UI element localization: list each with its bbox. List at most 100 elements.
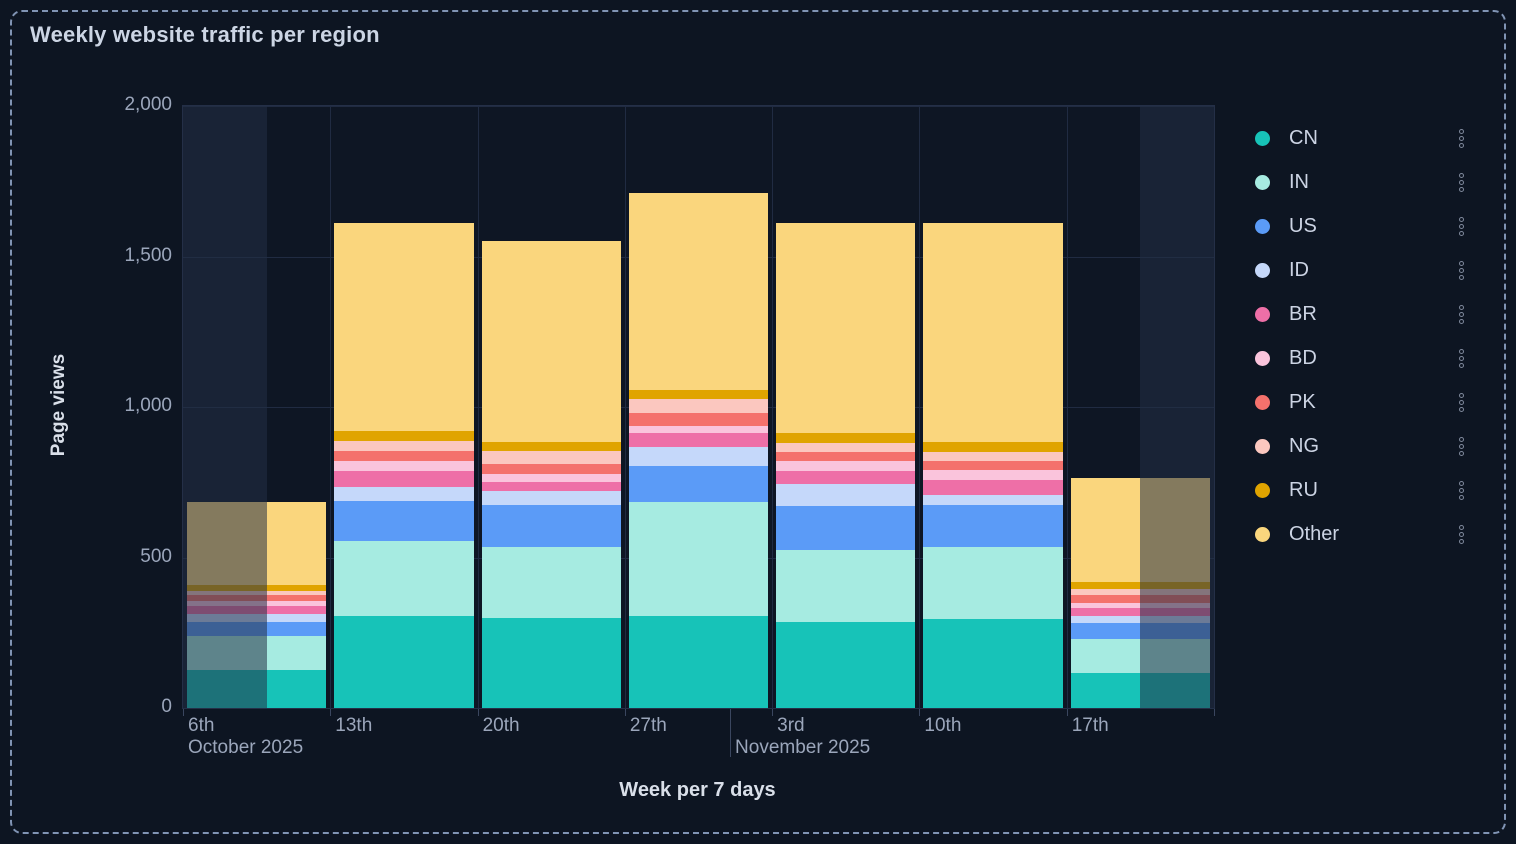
bar-segment-other-3rd[interactable] xyxy=(776,223,916,433)
bar-segment-ru-10th[interactable] xyxy=(923,441,1063,452)
legend-label-bd[interactable]: BD xyxy=(1289,346,1317,369)
bar-segment-ru-17th[interactable] xyxy=(1070,581,1210,590)
kebab-menu-icon[interactable] xyxy=(1456,346,1467,371)
bar-segment-other-6th[interactable] xyxy=(187,501,327,586)
legend-label-other[interactable]: Other xyxy=(1289,522,1340,545)
bar-segment-cn-13th[interactable] xyxy=(334,615,474,708)
bar-segment-other-17th[interactable] xyxy=(1070,477,1210,582)
bar-segment-pk-20th[interactable] xyxy=(481,463,621,474)
bar-segment-id-10th[interactable] xyxy=(923,494,1063,506)
legend-item-ng[interactable]: NG xyxy=(1245,424,1495,468)
kebab-menu-icon[interactable] xyxy=(1456,522,1467,547)
bar-segment-us-3rd[interactable] xyxy=(776,506,916,550)
bar-segment-ru-27th[interactable] xyxy=(628,390,769,399)
bar-segment-br-10th[interactable] xyxy=(923,480,1063,495)
bar-segment-bd-3rd[interactable] xyxy=(776,461,916,472)
bar-segment-id-6th[interactable] xyxy=(187,613,327,623)
bar-segment-ru-13th[interactable] xyxy=(334,431,474,441)
bar-segment-us-13th[interactable] xyxy=(334,501,474,542)
kebab-menu-icon[interactable] xyxy=(1456,126,1467,151)
bar-segment-ng-13th[interactable] xyxy=(334,441,474,452)
kebab-menu-icon[interactable] xyxy=(1456,214,1467,239)
bar-segment-id-13th[interactable] xyxy=(334,487,474,502)
bar-segment-ng-17th[interactable] xyxy=(1070,589,1210,596)
bar-segment-br-27th[interactable] xyxy=(628,432,769,447)
bar-segment-br-20th[interactable] xyxy=(481,482,621,492)
legend-item-br[interactable]: BR xyxy=(1245,292,1495,336)
bar-segment-bd-10th[interactable] xyxy=(923,469,1063,481)
kebab-menu-icon[interactable] xyxy=(1456,390,1467,415)
bar-segment-bd-13th[interactable] xyxy=(334,461,474,472)
bar-segment-us-6th[interactable] xyxy=(187,622,327,636)
kebab-menu-icon[interactable] xyxy=(1456,434,1467,459)
bar-segment-ru-6th[interactable] xyxy=(187,585,327,591)
legend-label-ru[interactable]: RU xyxy=(1289,478,1318,501)
bar-segment-other-27th[interactable] xyxy=(628,193,769,391)
bar-segment-pk-10th[interactable] xyxy=(923,461,1063,470)
bar-segment-id-3rd[interactable] xyxy=(776,483,916,507)
legend-label-id[interactable]: ID xyxy=(1289,258,1309,281)
legend-label-cn[interactable]: CN xyxy=(1289,126,1318,149)
bar-segment-us-20th[interactable] xyxy=(481,504,621,548)
bar-segment-bd-27th[interactable] xyxy=(628,425,769,433)
bar-segment-us-17th[interactable] xyxy=(1070,623,1210,639)
bar-segment-ru-3rd[interactable] xyxy=(776,432,916,443)
bar-segment-cn-3rd[interactable] xyxy=(776,622,916,708)
bar-segment-ng-3rd[interactable] xyxy=(776,442,916,452)
bar-segment-id-17th[interactable] xyxy=(1070,615,1210,624)
legend-label-in[interactable]: IN xyxy=(1289,170,1309,193)
bar-segment-us-27th[interactable] xyxy=(628,465,769,502)
kebab-menu-icon[interactable] xyxy=(1456,258,1467,283)
bar-segment-cn-6th[interactable] xyxy=(187,670,327,708)
bar-segment-cn-17th[interactable] xyxy=(1070,673,1210,708)
kebab-menu-icon[interactable] xyxy=(1456,170,1467,195)
bar-segment-in-20th[interactable] xyxy=(481,547,621,618)
bar-segment-in-3rd[interactable] xyxy=(776,549,916,623)
legend-item-id[interactable]: ID xyxy=(1245,248,1495,292)
bar-segment-in-17th[interactable] xyxy=(1070,638,1210,674)
bar-segment-in-27th[interactable] xyxy=(628,501,769,616)
legend-item-bd[interactable]: BD xyxy=(1245,336,1495,380)
bar-segment-in-10th[interactable] xyxy=(923,546,1063,620)
bar-segment-br-13th[interactable] xyxy=(334,471,474,488)
bar-segment-ng-27th[interactable] xyxy=(628,398,769,413)
legend-label-br[interactable]: BR xyxy=(1289,302,1317,325)
bar-segment-us-10th[interactable] xyxy=(923,505,1063,547)
bar-segment-bd-6th[interactable] xyxy=(187,601,327,606)
bar-segment-id-20th[interactable] xyxy=(481,491,621,505)
bar-segment-br-17th[interactable] xyxy=(1070,607,1210,616)
bar-segment-ru-20th[interactable] xyxy=(481,442,621,452)
bar-segment-pk-3rd[interactable] xyxy=(776,451,916,462)
bar-segment-cn-27th[interactable] xyxy=(628,615,769,708)
legend-item-in[interactable]: IN xyxy=(1245,160,1495,204)
bar-segment-ng-10th[interactable] xyxy=(923,451,1063,462)
legend-item-us[interactable]: US xyxy=(1245,204,1495,248)
legend-label-pk[interactable]: PK xyxy=(1289,390,1316,413)
kebab-menu-icon[interactable] xyxy=(1456,302,1467,327)
legend-item-ru[interactable]: RU xyxy=(1245,468,1495,512)
bar-segment-pk-17th[interactable] xyxy=(1070,595,1210,603)
legend-item-other[interactable]: Other xyxy=(1245,512,1495,556)
bar-segment-bd-20th[interactable] xyxy=(481,473,621,483)
bar-segment-ng-6th[interactable] xyxy=(187,590,327,596)
bar-segment-cn-20th[interactable] xyxy=(481,617,621,708)
legend-item-pk[interactable]: PK xyxy=(1245,380,1495,424)
bar-segment-in-13th[interactable] xyxy=(334,541,474,616)
bar-segment-id-27th[interactable] xyxy=(628,446,769,466)
legend-item-cn[interactable]: CN xyxy=(1245,116,1495,160)
legend-label-us[interactable]: US xyxy=(1289,214,1317,237)
bar-segment-other-13th[interactable] xyxy=(334,223,474,432)
legend-label-ng[interactable]: NG xyxy=(1289,434,1319,457)
bar-segment-in-6th[interactable] xyxy=(187,635,327,671)
bar-segment-other-20th[interactable] xyxy=(481,241,621,443)
bar-segment-br-3rd[interactable] xyxy=(776,471,916,484)
bar-segment-cn-10th[interactable] xyxy=(923,619,1063,708)
bar-segment-bd-17th[interactable] xyxy=(1070,602,1210,608)
bar-segment-pk-27th[interactable] xyxy=(628,413,769,426)
bar-segment-other-10th[interactable] xyxy=(923,223,1063,442)
bar-segment-ng-20th[interactable] xyxy=(481,451,621,464)
bar-segment-br-6th[interactable] xyxy=(187,605,327,614)
bar-segment-pk-13th[interactable] xyxy=(334,451,474,462)
bar-segment-pk-6th[interactable] xyxy=(187,595,327,602)
kebab-menu-icon[interactable] xyxy=(1456,478,1467,503)
